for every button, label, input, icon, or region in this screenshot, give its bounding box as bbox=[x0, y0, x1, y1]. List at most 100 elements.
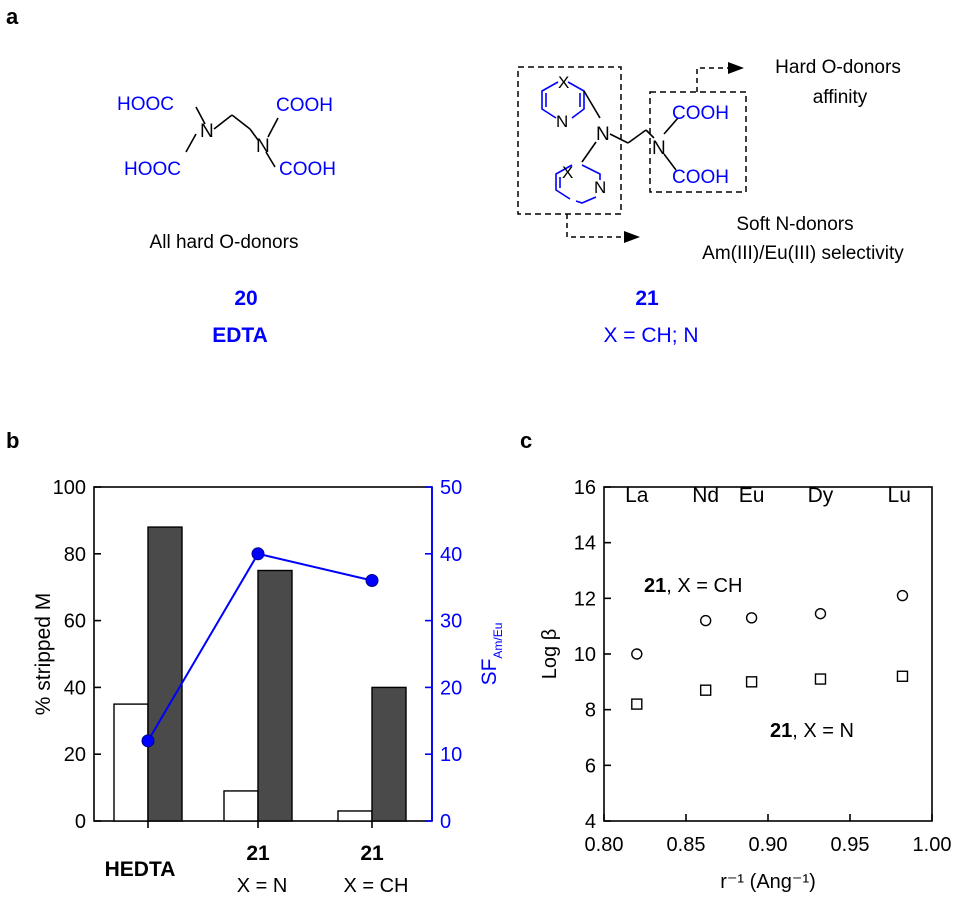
soft-n-arrow-head bbox=[624, 231, 640, 243]
edta-group-hooc-bottom: HOOC bbox=[124, 159, 181, 180]
panel-b-chart: b 0 20 40 60 80 100 0 10 20 30 40 50 HEDTA 21 X = N 2… bbox=[6, 428, 505, 897]
panel-c-xlabel: r⁻¹ (Ang⁻¹) bbox=[720, 871, 816, 893]
panel-c-chart: c 0.80 0.85 0.90 0.95 1.00 4 6 8 10 12 14 16 La Nd E… bbox=[520, 428, 951, 893]
panel-b-y2tick-label: 40 bbox=[440, 544, 462, 566]
panel-b-bars bbox=[113, 526, 407, 828]
panel-c-xtick-label: 1.00 bbox=[913, 834, 952, 856]
panel-c-ytick-label: 14 bbox=[574, 533, 596, 555]
panel-b-ytick-label: 60 bbox=[64, 611, 86, 633]
panel-b-y2tick-label: 50 bbox=[440, 477, 462, 499]
panel-c-ytick-label: 8 bbox=[585, 700, 596, 722]
hard-o-donor-box bbox=[649, 91, 747, 193]
edta-group-hooc-top: HOOC bbox=[117, 94, 174, 115]
panel-c-xtick-label: 0.95 bbox=[831, 834, 870, 856]
panel-b-category-sublabel: X = CH bbox=[343, 875, 408, 897]
panel-b-y2label-sub: Am/Eu bbox=[491, 623, 505, 659]
ligand-21-variants: X = CH; N bbox=[603, 324, 698, 347]
hard-o-annotation-line1: Hard O-donors bbox=[775, 57, 901, 78]
panel-c-point-circle bbox=[631, 648, 643, 660]
panel-c-series-label-n: 21, X = N bbox=[770, 720, 854, 742]
panel-c-plot-frame bbox=[603, 486, 933, 822]
panel-c-ytick-label: 6 bbox=[585, 755, 596, 777]
panel-b-bar bbox=[257, 569, 293, 822]
panel-c-point-circle bbox=[745, 612, 758, 624]
panel-c-label: c bbox=[520, 428, 532, 453]
ligand-21-cooh-bottom: COOH bbox=[672, 167, 729, 188]
upper-ring-x: X bbox=[558, 73, 569, 92]
panel-b-bar bbox=[147, 526, 183, 822]
panel-c-point-circle bbox=[814, 607, 827, 620]
panel-c-series-label-ch-rest: , X = CH bbox=[666, 575, 742, 597]
hard-o-arrow-head bbox=[728, 62, 744, 74]
panel-c-series-label-ch-num: 21 bbox=[644, 575, 666, 597]
panel-c-y-axis: 4 6 8 10 12 14 16 bbox=[574, 477, 611, 833]
panel-c-point-square bbox=[745, 676, 758, 688]
panel-c-point-circle bbox=[699, 614, 712, 627]
soft-n-annotation-line1: Soft N-donors bbox=[736, 214, 853, 235]
panel-c-element-label: Dy bbox=[808, 484, 834, 507]
panel-c-point-square bbox=[814, 673, 827, 685]
edta-group-cooh-bottom: COOH bbox=[279, 159, 336, 180]
panel-c-ytick-label: 12 bbox=[574, 588, 596, 610]
edta-bonds bbox=[185, 106, 279, 168]
panel-b-ytick-label: 20 bbox=[64, 744, 86, 766]
panel-b-ylabel: % stripped M bbox=[32, 593, 55, 716]
lower-ring bbox=[555, 164, 601, 204]
ligand-21-structure: X N X N N N COOH bbox=[517, 62, 747, 243]
ligand-21-bonds bbox=[581, 90, 679, 171]
hard-o-arrow-line bbox=[696, 67, 728, 92]
panel-b-bar bbox=[223, 790, 259, 822]
panel-c-element-label: Eu bbox=[739, 484, 765, 507]
panel-c-element-label: Nd bbox=[692, 484, 719, 507]
panel-c-point-square bbox=[631, 698, 643, 710]
panel-b-category-label: HEDTA bbox=[105, 858, 176, 881]
panel-b-y2label-main: SF bbox=[478, 659, 501, 686]
soft-n-annotation-line2: Am(III)/Eu(III) selectivity bbox=[702, 243, 904, 264]
lower-ring-x: X bbox=[562, 163, 573, 182]
soft-n-arrow-line bbox=[566, 214, 624, 238]
panel-c-series-label-ch: 21, X = CH bbox=[644, 575, 742, 597]
panel-c-point-circle bbox=[896, 589, 909, 602]
panel-b-y2label: SFAm/Eu bbox=[478, 623, 505, 686]
panel-c-ytick-label: 4 bbox=[585, 811, 596, 833]
panel-c-ylabel: Log β bbox=[539, 629, 561, 679]
panel-b-left-axis: 0 20 40 60 80 100 bbox=[53, 477, 101, 833]
panel-c-element-label: Lu bbox=[888, 484, 911, 507]
edta-caption: All hard O-donors bbox=[150, 232, 299, 253]
panel-c-ytick-label: 16 bbox=[574, 477, 596, 499]
panel-b-label: b bbox=[6, 428, 19, 453]
panel-b-sf-point bbox=[251, 547, 265, 561]
panel-a: a HOOC HOOC COOH COOH N N All hard O-don… bbox=[6, 4, 904, 347]
upper-ring bbox=[541, 81, 585, 119]
panel-c-element-label: La bbox=[625, 484, 649, 507]
ligand-21-nitrogen-1: N bbox=[596, 124, 610, 145]
ligand-21-number: 21 bbox=[635, 287, 659, 310]
panel-b-ytick-label: 100 bbox=[53, 477, 86, 499]
panel-b-category-label: 21 bbox=[246, 842, 270, 865]
panel-c-xtick-label: 0.90 bbox=[749, 834, 788, 856]
panel-b-y2tick-label: 10 bbox=[440, 744, 462, 766]
panel-b-bar bbox=[113, 703, 149, 822]
ligand-21-cooh-top: COOH bbox=[672, 103, 729, 124]
panel-b-bar bbox=[371, 686, 407, 822]
panel-c-series-label-n-num: 21 bbox=[770, 720, 792, 742]
upper-ring-n: N bbox=[556, 112, 568, 131]
panel-b-sf-point bbox=[365, 574, 379, 588]
panel-b-right-axis: 0 10 20 30 40 50 bbox=[425, 477, 462, 833]
edta-nitrogen-2: N bbox=[256, 136, 270, 157]
panel-b-category-labels: HEDTA 21 X = N 21 X = CH bbox=[105, 842, 409, 897]
panel-c-x-axis: 0.80 0.85 0.90 0.95 1.00 bbox=[585, 814, 952, 856]
panel-c-ytick-label: 10 bbox=[574, 644, 596, 666]
panel-b-sf-line bbox=[141, 547, 379, 748]
soft-n-donor-box bbox=[517, 66, 622, 215]
edta-nitrogen-1: N bbox=[200, 121, 214, 142]
panel-c-series-label-n-rest: , X = N bbox=[792, 720, 854, 742]
panel-c-xtick-label: 0.85 bbox=[667, 834, 706, 856]
edta-name: EDTA bbox=[212, 324, 268, 347]
panel-b-category-label: 21 bbox=[360, 842, 384, 865]
panel-b-y2tick-label: 20 bbox=[440, 677, 462, 699]
edta-number: 20 bbox=[234, 287, 257, 310]
panel-c-xtick-label: 0.80 bbox=[585, 834, 624, 856]
edta-group-cooh-top: COOH bbox=[276, 95, 333, 116]
